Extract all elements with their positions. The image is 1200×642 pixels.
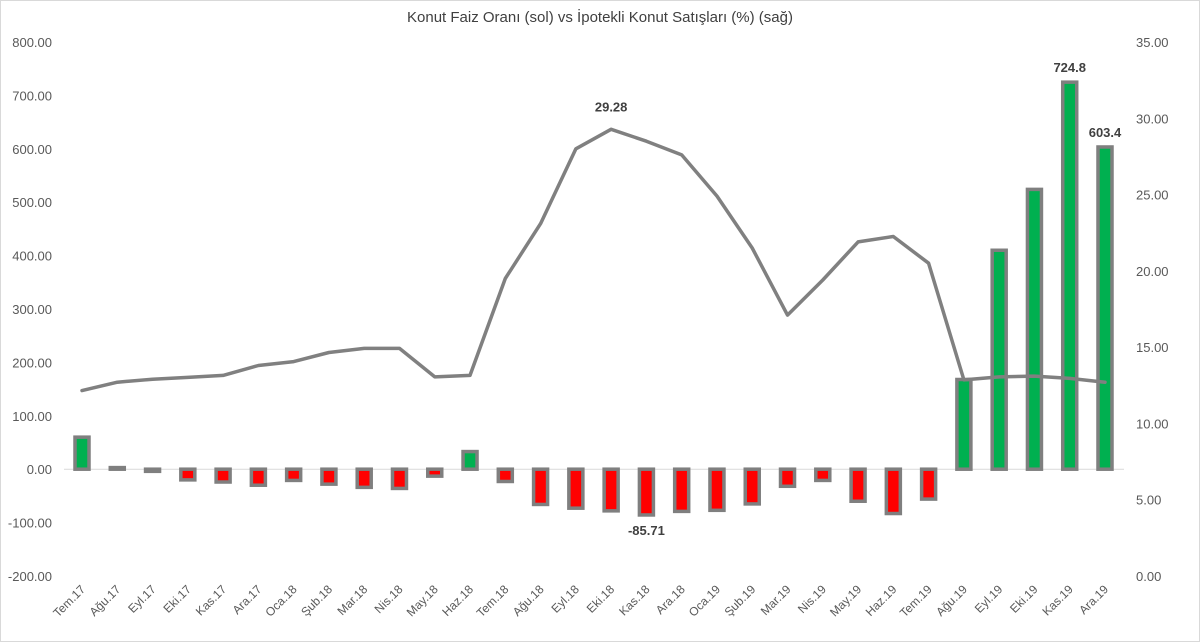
- y-right-tick-label: 35.00: [1136, 35, 1169, 50]
- x-tick-label: Şub.18: [298, 582, 335, 619]
- x-tick-label: Haz.19: [863, 582, 900, 619]
- data-label: -85.71: [628, 523, 665, 538]
- bar-mark: [355, 467, 373, 490]
- y-right-tick-label: 0.00: [1136, 569, 1161, 584]
- x-tick-label: Haz.18: [439, 582, 476, 619]
- x-tick-label: Eyl.19: [972, 582, 1006, 616]
- y-axis-left: -200.00 -100.00 0.00 100.00 200.00 300.00 400.…: [8, 35, 52, 584]
- y-right-tick-label: 15.00: [1136, 340, 1169, 355]
- y-left-tick-label: 800.00: [12, 35, 52, 50]
- data-label: 603.4: [1089, 125, 1122, 140]
- x-tick-label: Eyl.17: [125, 582, 159, 616]
- bar-mark: [884, 467, 903, 516]
- y-left-tick-label: 0.00: [27, 462, 52, 477]
- x-tick-label: Tem.18: [474, 582, 512, 620]
- y-left-tick-label: 600.00: [12, 142, 52, 157]
- bar-mark: [426, 467, 444, 478]
- chart-title: Konut Faiz Oranı (sol) vs İpotekli Konut…: [407, 9, 793, 26]
- x-tick-label: Kas.17: [193, 582, 230, 619]
- bar-mark: [743, 467, 761, 506]
- bar-mark: [249, 467, 268, 487]
- bar-series: [73, 80, 1114, 517]
- line-path: [80, 127, 1107, 393]
- data-label: 29.28: [595, 99, 628, 114]
- x-tick-label: Ağu.18: [510, 582, 547, 619]
- x-tick-label: Ağu.19: [933, 582, 970, 619]
- bar-mark: [179, 467, 197, 482]
- y-right-tick-label: 20.00: [1136, 264, 1169, 279]
- y-left-tick-label: 200.00: [12, 355, 52, 370]
- bar-mark: [672, 467, 691, 514]
- bar-mark: [778, 467, 797, 489]
- data-labels: 724.8 603.4 -85.71 29.28: [595, 60, 1122, 538]
- bar-mark: [990, 248, 1008, 471]
- bar-mark: [1096, 145, 1114, 471]
- y-left-tick-label: 400.00: [12, 249, 52, 264]
- x-tick-label: May.19: [827, 582, 864, 619]
- x-tick-label: Eki.19: [1007, 582, 1041, 616]
- bar-mark: [708, 467, 726, 513]
- bar-mark: [955, 377, 973, 471]
- y-right-tick-label: 25.00: [1136, 188, 1169, 203]
- x-tick-label: Ağu.17: [87, 582, 124, 619]
- bar-mark: [73, 435, 91, 471]
- x-tick-label: Oca.18: [263, 582, 300, 619]
- bar-mark: [814, 467, 832, 483]
- bar-mark: [214, 467, 232, 484]
- x-tick-label: Eyl.18: [548, 582, 582, 616]
- y-right-tick-label: 30.00: [1136, 111, 1169, 126]
- y-left-tick-label: 300.00: [12, 302, 52, 317]
- y-axis-right: 0.00 5.00 10.00 15.00 20.00 25.00 30.00 35.00: [1136, 35, 1169, 584]
- bar-mark: [320, 467, 338, 486]
- bar-mark: [143, 467, 162, 474]
- x-tick-label: Oca.19: [686, 582, 723, 619]
- x-tick-label: Eki.17: [160, 582, 194, 616]
- y-left-tick-label: 700.00: [12, 88, 52, 103]
- x-tick-label: May.18: [404, 582, 441, 619]
- y-left-tick-label: -100.00: [8, 516, 52, 531]
- bar-mark: [602, 467, 620, 513]
- bar-mark: [284, 467, 303, 483]
- bar-mark: [390, 467, 409, 491]
- bar-mark: [1060, 80, 1079, 471]
- x-tick-label: Kas.18: [616, 582, 653, 619]
- y-left-tick-label: 500.00: [12, 195, 52, 210]
- x-tick-label: Mar.19: [758, 582, 794, 618]
- line-series: [80, 127, 1107, 393]
- bar-mark: [461, 449, 479, 471]
- y-left-tick-label: -200.00: [8, 569, 52, 584]
- x-tick-label: Eki.18: [584, 582, 618, 616]
- bar-mark: [1025, 187, 1044, 471]
- bar-mark: [637, 467, 656, 517]
- x-tick-label: Ara.17: [230, 582, 265, 617]
- x-tick-label: Ara.18: [653, 582, 688, 617]
- y-right-tick-label: 5.00: [1136, 493, 1161, 508]
- x-tick-label: Nis.18: [372, 582, 406, 616]
- x-tick-label: Tem.19: [897, 582, 935, 620]
- bar-mark: [108, 465, 127, 471]
- x-tick-label: Ara.19: [1076, 582, 1111, 617]
- bar-mark: [496, 467, 515, 484]
- bar-mark: [919, 467, 938, 501]
- data-label: 724.8: [1053, 60, 1086, 75]
- x-tick-label: Şub.19: [722, 582, 759, 619]
- x-tick-label: Tem.17: [50, 582, 88, 620]
- y-right-tick-label: 10.00: [1136, 416, 1169, 431]
- bar-mark: [567, 467, 585, 510]
- bar-mark: [531, 467, 550, 507]
- x-tick-label: Nis.19: [795, 582, 829, 616]
- x-tick-label: Mar.18: [334, 582, 370, 618]
- x-tick-label: Kas.19: [1040, 582, 1077, 619]
- bar-mark: [849, 467, 867, 503]
- y-left-tick-label: 100.00: [12, 409, 52, 424]
